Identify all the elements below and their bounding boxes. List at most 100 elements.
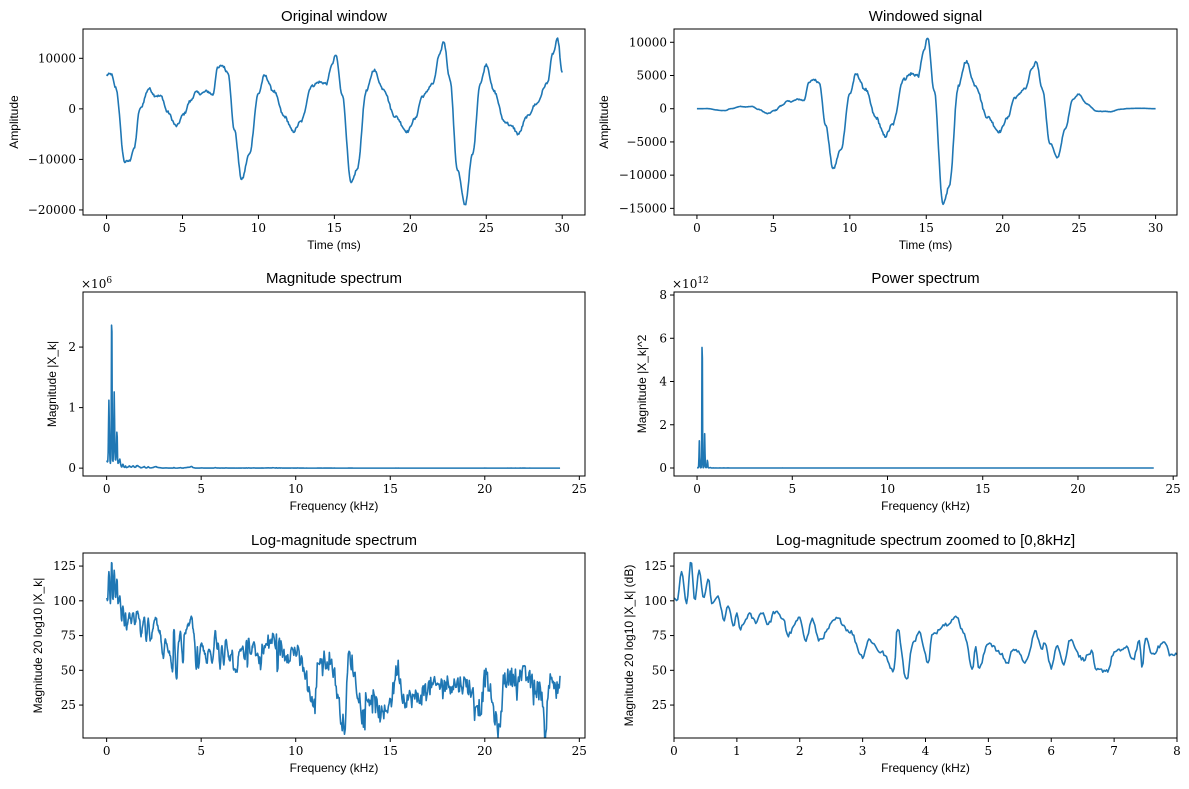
x-axis-label: Time (ms) [307, 238, 361, 252]
y-tick-label: 25 [61, 698, 76, 712]
y-tick-label: −15000 [619, 201, 667, 215]
x-tick-label: 20 [403, 221, 418, 235]
y-axis-multiplier: ×106 [81, 276, 112, 291]
y-tick-label: 4 [659, 375, 667, 389]
x-tick-label: 0 [103, 482, 111, 496]
y-tick-label: 10000 [629, 35, 667, 49]
x-axis-label: Frequency (kHz) [881, 499, 970, 513]
x-tick-label: 25 [572, 744, 587, 758]
y-tick-label: 2 [68, 340, 76, 354]
axes-frame [673, 28, 1178, 216]
axes-frame [673, 291, 1178, 477]
x-tick-label: 8 [1173, 744, 1181, 758]
x-tick-label: 3 [859, 744, 867, 758]
y-axis-label: Magnitude |X_k|^2 [635, 334, 649, 433]
y-tick-label: 75 [61, 629, 76, 643]
y-tick-label: 50 [652, 663, 667, 677]
y-tick-label: 125 [644, 559, 667, 573]
subplot-log-magnitude-spectrum: 0 5 10 15 20 25 25 50 75 100 125 Log-magnitude spec… [31, 532, 587, 775]
series-line [105, 37, 563, 206]
y-tick-label: −10000 [619, 168, 667, 182]
multiplier-exponent: 6 [106, 276, 112, 286]
y-tick-label: 8 [659, 288, 667, 302]
y-tick-label: 0 [68, 102, 76, 116]
x-tick-label: 10 [288, 744, 303, 758]
x-tick-label: 15 [327, 221, 342, 235]
axes-frame [82, 291, 586, 477]
y-axis-label: Magnitude 20 log10 |X_k| (dB) [622, 565, 636, 727]
series-line [696, 346, 1154, 469]
y-tick-label: −10000 [28, 152, 76, 166]
y-axis-label: Amplitude [597, 95, 611, 149]
multiplier-exponent: 12 [697, 276, 708, 286]
series-line [674, 561, 1177, 680]
multiplier-base: ×10 [672, 277, 697, 291]
y-tick-label: 0 [68, 461, 76, 475]
x-tick-label: 5 [770, 221, 778, 235]
x-tick-label: 0 [693, 221, 701, 235]
y-tick-label: 0 [659, 461, 667, 475]
x-tick-label: 0 [670, 744, 678, 758]
y-axis-label: Magnitude 20 log10 |X_k| [31, 578, 45, 714]
axes-frame [673, 552, 1178, 739]
y-axis-label: Magnitude |X_k| [45, 341, 59, 427]
x-axis-label: Frequency (kHz) [290, 499, 379, 513]
subplot-title: Log-magnitude spectrum [251, 532, 417, 549]
x-tick-label: 10 [288, 482, 303, 496]
subplot-title: Original window [281, 8, 387, 25]
x-axis-label: Frequency (kHz) [881, 761, 970, 775]
y-tick-label: 2 [659, 418, 667, 432]
x-axis-label: Frequency (kHz) [290, 761, 379, 775]
series-line [105, 561, 561, 738]
x-tick-label: 15 [383, 744, 398, 758]
subplot-original-window: 0 5 10 15 20 25 30 10000 0 −10000 −20000 Original w… [7, 8, 586, 252]
subplot-log-magnitude-spectrum-zoomed-to-0-8khz: 0 1 2 3 4 5 6 7 8 25 50 75 100 125 Log-magnitude spect… [622, 532, 1181, 775]
y-axis-multiplier: ×1012 [672, 276, 709, 291]
x-tick-label: 0 [103, 744, 111, 758]
subplot-windowed-signal: 0 5 10 15 20 25 30 10000 5000 0 −5000 −10000 −15000 W… [597, 8, 1178, 252]
x-tick-label: 6 [1047, 744, 1055, 758]
y-tick-label: 100 [644, 594, 667, 608]
x-tick-label: 5 [985, 744, 993, 758]
x-tick-label: 2 [796, 744, 804, 758]
x-tick-label: 0 [693, 482, 701, 496]
x-tick-label: 25 [1166, 482, 1181, 496]
series-line [696, 37, 1156, 206]
x-tick-label: 20 [477, 482, 492, 496]
x-tick-label: 20 [1070, 482, 1085, 496]
y-tick-label: 10000 [38, 51, 76, 65]
series-line [105, 324, 561, 469]
x-tick-label: 5 [788, 482, 796, 496]
x-tick-label: 0 [103, 221, 111, 235]
y-tick-label: 25 [652, 698, 667, 712]
x-tick-label: 15 [383, 482, 398, 496]
y-tick-label: 125 [53, 559, 76, 573]
multiplier-base: ×10 [81, 277, 106, 291]
y-tick-label: 0 [659, 102, 667, 116]
x-tick-label: 10 [251, 221, 266, 235]
subplot-title: Power spectrum [871, 270, 979, 287]
x-tick-label: 15 [975, 482, 990, 496]
x-tick-label: 5 [179, 221, 187, 235]
x-tick-label: 4 [922, 744, 930, 758]
y-tick-label: 100 [53, 594, 76, 608]
x-tick-label: 25 [572, 482, 587, 496]
y-axis-label: Amplitude [7, 95, 21, 149]
x-axis-label: Time (ms) [899, 238, 953, 252]
x-tick-label: 15 [919, 221, 934, 235]
x-tick-label: 30 [1148, 221, 1163, 235]
subplot-power-spectrum: 0 5 10 15 20 25 0 2 4 6 8 Power spectrum Frequency (… [635, 270, 1181, 513]
x-tick-label: 30 [555, 221, 570, 235]
y-tick-label: 5000 [636, 69, 667, 83]
y-tick-label: 6 [659, 331, 667, 345]
x-tick-label: 1 [733, 744, 741, 758]
x-tick-label: 5 [197, 744, 205, 758]
x-tick-label: 10 [880, 482, 895, 496]
y-tick-label: 1 [68, 401, 76, 415]
x-tick-label: 5 [197, 482, 205, 496]
y-tick-label: −5000 [626, 135, 667, 149]
subplot-title: Windowed signal [869, 8, 982, 25]
x-tick-label: 10 [842, 221, 857, 235]
x-tick-label: 25 [479, 221, 494, 235]
